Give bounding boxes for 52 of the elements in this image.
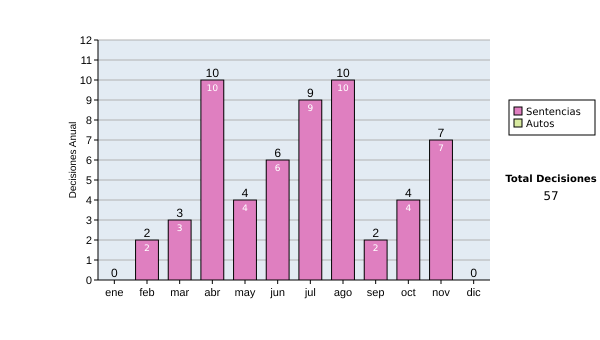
y-tick-label: 10 <box>80 75 92 87</box>
legend-label: Sentencias <box>526 107 581 118</box>
total-label: 10 <box>206 66 220 80</box>
y-tick-label: 1 <box>86 255 92 267</box>
total-label: 7 <box>438 126 445 140</box>
y-tick-label: 5 <box>86 175 92 187</box>
x-tick-label: may <box>234 287 256 299</box>
y-tick-label: 11 <box>80 55 92 67</box>
x-tick-label: ago <box>334 287 352 299</box>
x-tick-label: abr <box>204 287 221 299</box>
y-tick-label: 8 <box>86 115 92 127</box>
data-label: 9 <box>307 104 314 114</box>
data-label: 6 <box>274 164 281 174</box>
data-label: 7 <box>438 144 444 154</box>
text: 57 <box>543 189 559 203</box>
total-label: 10 <box>336 66 350 80</box>
x-tick-label: dic <box>466 287 482 299</box>
x-tick-label: sep <box>366 287 385 299</box>
total-label: 6 <box>274 146 282 160</box>
y-tick-label: 7 <box>86 135 92 147</box>
x-tick-label: jul <box>304 287 316 299</box>
data-label: 10 <box>337 84 349 94</box>
data-label: 4 <box>405 204 412 214</box>
y-tick-label: 12 <box>80 35 92 47</box>
total-label: 2 <box>372 226 380 240</box>
y-tick-label: 0 <box>86 275 92 287</box>
y-tick-label: 6 <box>86 155 92 167</box>
x-tick-label: ene <box>105 287 124 299</box>
data-label: 3 <box>176 224 183 234</box>
data-label: 10 <box>206 84 218 94</box>
x-tick-label: feb <box>139 287 155 299</box>
y-axis-title: Decisiones Anual <box>68 122 79 198</box>
y-tick-label: 3 <box>86 215 92 227</box>
data-label: 2 <box>372 244 379 254</box>
total-label: 0 <box>470 266 478 280</box>
total-label: 2 <box>144 226 151 240</box>
total-label: 9 <box>306 86 314 100</box>
x-tick-label: oct <box>400 287 416 299</box>
total-label: 4 <box>242 186 249 200</box>
x-tick-label: jun <box>269 287 286 299</box>
x-tick-label: mar <box>170 287 190 299</box>
y-tick-label: 2 <box>86 235 92 247</box>
total-label: 4 <box>404 186 412 200</box>
data-label: 4 <box>242 204 248 214</box>
y-tick-label: 4 <box>86 195 92 207</box>
total-label: 3 <box>176 206 184 220</box>
y-tick-label: 9 <box>86 95 92 107</box>
text: Total Decisiones <box>505 174 597 185</box>
total-label: 0 <box>110 266 118 280</box>
data-label: 2 <box>144 244 150 254</box>
legend-label: Autos <box>526 119 554 130</box>
x-tick-label: nov <box>432 287 450 299</box>
